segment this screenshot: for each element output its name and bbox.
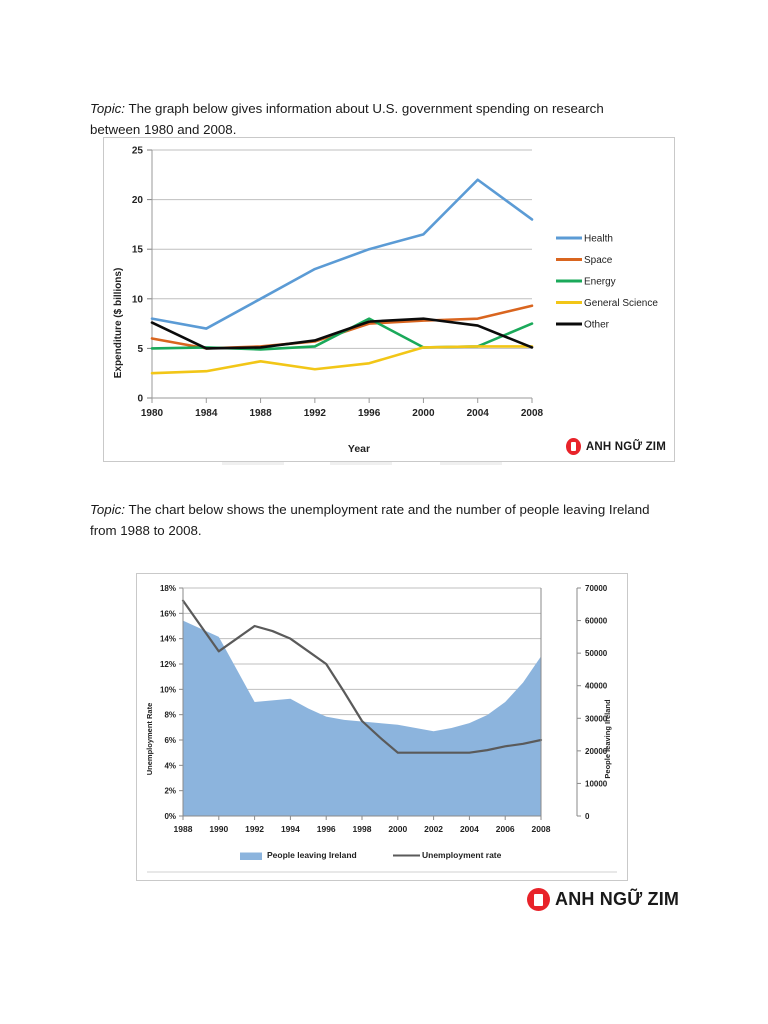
legend-label-other: Other [584,320,610,331]
x-tick-label: 2008 [532,824,551,834]
x-tick-label: 1990 [209,824,228,834]
chart-1-y-tick-labels: 0 5 10 15 20 25 [132,146,144,405]
legend-label-unemployment-rate: Unemployment rate [422,850,502,860]
right-tick-label: 50000 [585,649,608,658]
left-tick-label: 2% [164,787,176,796]
chart-1-container: 0 5 10 15 20 25 1980 1984 1988 1992 1996 2000 2004 2… [103,137,675,462]
left-tick-label: 10% [160,685,176,694]
x-tick-label: 2008 [521,408,544,419]
x-tick-label: 2006 [496,824,515,834]
book-icon [527,888,550,911]
topic-paragraph-1: Topic: The graph below gives information… [90,99,650,140]
y-tick-label: 10 [132,294,144,305]
x-tick-label: 1988 [174,824,193,834]
x-tick-label: 2002 [424,824,443,834]
legend-label-people-leaving-ireland: People leaving Ireland [267,850,357,860]
x-tick-label: 1996 [317,824,336,834]
chart-2-left-axis-title: Unemployment Rate [145,703,154,776]
topic-label-2: Topic: [90,502,125,518]
legend-label-general-science: General Science [584,298,658,309]
chart-2-left-tick-labels: 0% 2% 4% 6% 8% 10% 12% 14% 16% 18% [160,584,176,821]
series-line-other [150,317,534,350]
brand-logo-page: ANH NGỮ ZIM [527,888,679,911]
chart-2-axes [179,587,581,820]
brand-name: ANH NGỮ ZIM [585,440,666,453]
book-icon [565,438,581,455]
y-tick-label: 5 [137,344,143,355]
chart-1-series-lines [150,178,534,375]
topic-text-1: The graph below gives information about … [90,101,604,137]
right-tick-label: 70000 [585,584,608,593]
x-tick-label: 2000 [412,408,435,419]
chart-2-svg: 0% 2% 4% 6% 8% 10% 12% 14% 16% 18% 0 10000 20000 300… [145,584,617,873]
right-tick-label: 30000 [585,714,608,723]
legend-label-space: Space [584,255,613,266]
x-tick-label: 1994 [281,824,300,834]
y-tick-label: 20 [132,195,144,206]
series-line-health [150,178,534,330]
x-tick-label: 1980 [141,408,164,419]
y-tick-label: 15 [132,245,144,256]
chart-2-canvas: 0% 2% 4% 6% 8% 10% 12% 14% 16% 18% 0 10000 20000 300… [137,574,627,880]
right-tick-label: 60000 [585,617,608,626]
scan-artifact [440,462,502,465]
x-tick-label: 1984 [195,408,218,419]
left-tick-label: 0% [164,812,176,821]
chart-1-canvas: 0 5 10 15 20 25 1980 1984 1988 1992 1996 2000 2004 2… [104,138,674,461]
x-tick-label: 2004 [467,408,490,419]
scan-artifact [222,462,284,465]
chart-1-svg: 0 5 10 15 20 25 1980 1984 1988 1992 1996 2000 2004 2… [113,146,658,456]
left-tick-label: 16% [160,609,176,618]
area-people-leaving-ireland [183,620,541,816]
chart-1-axes [147,149,533,403]
topic-text-2: The chart below shows the unemployment r… [90,502,650,538]
right-tick-label: 0 [585,812,590,821]
y-tick-label: 25 [132,146,144,157]
chart-1-x-tick-labels: 1980 1984 1988 1992 1996 2000 2004 2008 [141,408,544,419]
legend-label-energy: Energy [584,277,616,288]
x-tick-label: 2000 [388,824,407,834]
left-tick-label: 4% [164,761,176,770]
left-tick-label: 6% [164,736,176,745]
x-tick-label: 1998 [353,824,372,834]
brand-name: ANH NGỮ ZIM [555,889,680,909]
chart-2-container: 0% 2% 4% 6% 8% 10% 12% 14% 16% 18% 0 10000 20000 300… [136,573,628,881]
right-tick-label: 40000 [585,682,608,691]
x-tick-label: 1996 [358,408,381,419]
topic-label-1: Topic: [90,101,125,117]
chart-2-right-tick-labels: 0 10000 20000 30000 40000 50000 60000 70000 [585,584,608,821]
x-tick-label: 2004 [460,824,479,834]
chart-1-legend: Health Space Energy General Science Other [556,234,658,331]
right-tick-label: 20000 [585,747,608,756]
left-tick-label: 18% [160,584,176,593]
brand-logo-chart-1: ANH NGỮ ZIM [565,438,666,455]
chart-1-x-axis-title: Year [348,443,370,455]
chart-2-line-series [181,599,543,754]
chart-2-area-series [183,620,541,816]
chart-1-y-axis-title: Expenditure ($ billions) [113,268,124,379]
scan-artifact [330,462,392,465]
chart-2-x-tick-labels: 1988 1990 1992 1994 1996 1998 2000 2002 2004 2006… [174,824,551,834]
series-line-general-science [150,345,534,375]
line-unemployment-rate [181,599,543,754]
x-tick-label: 1992 [245,824,264,834]
y-tick-label: 0 [137,394,143,405]
legend-swatch-people-leaving-ireland [240,852,262,860]
x-tick-label: 1992 [304,408,327,419]
topic-paragraph-2: Topic: The chart below shows the unemplo… [90,500,650,541]
legend-label-health: Health [584,234,613,245]
chart-2-legend: People leaving Ireland Unemployment rate [147,850,617,873]
left-tick-label: 12% [160,660,176,669]
chart-1-gridlines [152,149,532,399]
x-tick-label: 1988 [249,408,272,419]
right-tick-label: 10000 [585,779,608,788]
left-tick-label: 8% [164,711,176,720]
chart-2-right-axis-title: People leaving Ireland [603,699,612,779]
left-tick-label: 14% [160,635,176,644]
series-line-energy [150,317,534,351]
